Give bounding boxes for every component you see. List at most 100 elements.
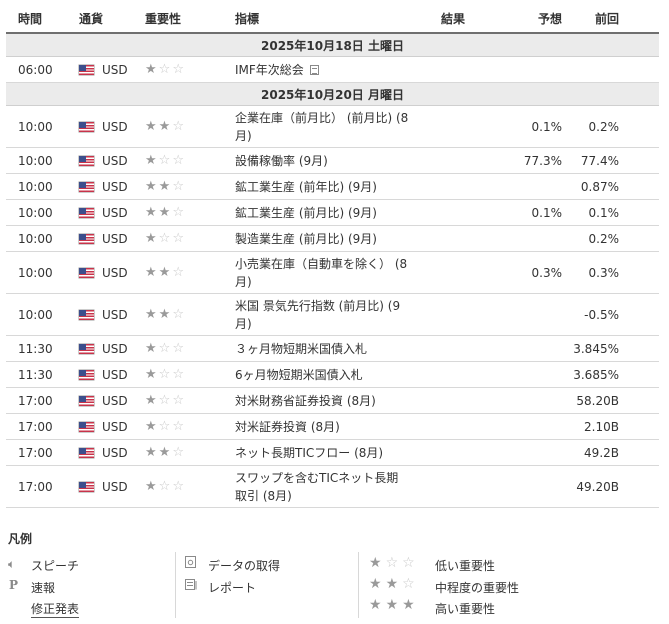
legend-high-stars: ★ ★ ★	[369, 597, 419, 613]
event-name-line: 小売業在庫（自動車を除く） (8	[235, 256, 408, 271]
event-time: 10:00	[6, 225, 79, 252]
currency-code: USD	[102, 341, 128, 356]
event-name[interactable]: 鉱工業生産 (前年比) (9月)	[235, 173, 441, 200]
us-flag-icon	[79, 309, 94, 320]
currency-code: USD	[102, 179, 128, 194]
event-name[interactable]: 6ヶ月物短期米国債入札	[235, 361, 441, 388]
event-row[interactable]: 10:00 USD ★ ☆ ☆ 製造業生産 (前月比) (9月) 0.2%	[6, 225, 659, 252]
event-name[interactable]: 設備稼働率 (9月)	[235, 147, 441, 174]
event-currency: USD	[79, 199, 145, 226]
us-flag-icon	[79, 343, 94, 354]
event-name-line: ネット長期TICフロー (8月)	[235, 446, 384, 460]
event-forecast	[504, 387, 568, 414]
header-importance[interactable]: 重要性	[145, 4, 235, 34]
event-name[interactable]: 企業在庫（前月比） (前月比) (8 月)	[235, 105, 441, 148]
star-icon: ★	[145, 479, 157, 494]
event-currency: USD	[79, 387, 145, 414]
event-currency: USD	[79, 439, 145, 466]
us-flag-icon	[79, 369, 94, 380]
event-row[interactable]: 10:00 USD ★ ☆ ☆ 設備稼働率 (9月) 77.3% 77.4%	[6, 147, 659, 174]
event-name[interactable]: 小売業在庫（自動車を除く） (8 月)	[235, 251, 441, 294]
event-name[interactable]: 対米財務省証券投資 (8月)	[235, 387, 441, 414]
importance-stars: ★ ☆ ☆	[145, 361, 235, 388]
legend-medium: 中程度の重要性	[435, 581, 520, 595]
event-previous: 49.2B	[568, 439, 659, 466]
event-name[interactable]: 製造業生産 (前月比) (9月)	[235, 225, 441, 252]
star-icon: ☆	[172, 62, 184, 77]
event-name-line: IMF年次総会	[235, 63, 304, 77]
event-previous: 0.2%	[568, 225, 659, 252]
legend-revised: 修正発表	[31, 602, 80, 618]
importance-stars: ★ ☆ ☆	[145, 225, 235, 252]
header-actual[interactable]: 結果	[441, 4, 504, 34]
report-icon[interactable]	[309, 65, 319, 75]
event-row[interactable]: 11:30 USD ★ ☆ ☆ 6ヶ月物短期米国債入札 3.685%	[6, 361, 659, 388]
star-icon: ★	[158, 205, 171, 220]
event-row[interactable]: 17:00 USD ★ ☆ ☆ 対米証券投資 (8月) 2.10B	[6, 413, 659, 440]
event-row[interactable]: 10:00 USD ★ ★ ☆ 企業在庫（前月比） (前月比) (8 月) 0.1% 0.2%	[6, 105, 659, 148]
event-name[interactable]: 対米証券投資 (8月)	[235, 413, 441, 440]
event-name-line: 設備稼働率 (9月)	[235, 154, 328, 168]
event-time: 17:00	[6, 413, 79, 440]
star-icon: ★	[158, 307, 171, 322]
event-actual	[441, 387, 504, 414]
star-icon: ☆	[172, 479, 184, 494]
event-row[interactable]: 10:00 USD ★ ★ ☆ 鉱工業生産 (前年比) (9月) 0.87%	[6, 173, 659, 200]
star-icon: ☆	[402, 576, 415, 592]
event-forecast	[504, 173, 568, 200]
event-name[interactable]: ３ヶ月物短期米国債入札	[235, 335, 441, 362]
event-currency: USD	[79, 147, 145, 174]
calendar-table: 時間 通貨 重要性 指標 結果 予想 前回 2025年10月18日 土曜日 06:…	[6, 4, 659, 508]
event-name-line: 対米財務省証券投資 (8月)	[235, 394, 376, 408]
star-icon: ★	[369, 576, 382, 592]
event-previous: 0.3%	[568, 251, 659, 294]
star-icon: ☆	[172, 265, 184, 280]
event-name-line: 取引 (8月)	[235, 488, 292, 503]
event-actual	[441, 293, 504, 336]
event-row[interactable]: 17:00 USD ★ ☆ ☆ 対米財務省証券投資 (8月) 58.20B	[6, 387, 659, 414]
star-icon: ☆	[172, 179, 184, 194]
legend-title: 凡例	[8, 532, 33, 546]
header-time[interactable]: 時間	[6, 4, 79, 34]
legend-speech: スピーチ	[31, 559, 80, 573]
event-name[interactable]: ネット長期TICフロー (8月)	[235, 439, 441, 466]
event-row[interactable]: 06:00 USD ★ ☆ ☆ IMF年次総会	[6, 56, 659, 83]
event-row[interactable]: 17:00 USD ★ ★ ☆ ネット長期TICフロー (8月) 49.2B	[6, 439, 659, 466]
star-icon: ☆	[172, 307, 184, 322]
event-forecast	[504, 56, 568, 83]
event-row[interactable]: 17:00 USD ★ ☆ ☆ スワップを含むTICネット長期 取引 (8月) 49.20B	[6, 465, 659, 508]
importance-stars: ★ ☆ ☆	[145, 413, 235, 440]
event-name[interactable]: IMF年次総会	[235, 56, 441, 83]
event-name[interactable]: 米国 景気先行指数 (前月比) (9 月)	[235, 293, 441, 336]
event-row[interactable]: 10:00 USD ★ ★ ☆ 米国 景気先行指数 (前月比) (9 月) -0.5%	[6, 293, 659, 336]
event-actual	[441, 173, 504, 200]
event-row[interactable]: 10:00 USD ★ ★ ☆ 鉱工業生産 (前月比) (9月) 0.1% 0.1%	[6, 199, 659, 226]
star-icon: ☆	[172, 153, 184, 168]
event-currency: USD	[79, 105, 145, 148]
star-icon: ★	[145, 419, 157, 434]
event-name-line: 製造業生産 (前月比) (9月)	[235, 232, 377, 246]
event-name[interactable]: スワップを含むTICネット長期 取引 (8月)	[235, 465, 441, 508]
event-previous: 2.10B	[568, 413, 659, 440]
event-name[interactable]: 鉱工業生産 (前月比) (9月)	[235, 199, 441, 226]
us-flag-icon	[79, 181, 94, 192]
event-previous: 58.20B	[568, 387, 659, 414]
event-previous: 0.1%	[568, 199, 659, 226]
star-icon: ☆	[402, 555, 415, 571]
header-indicator[interactable]: 指標	[235, 4, 441, 34]
event-actual	[441, 465, 504, 508]
event-row[interactable]: 11:30 USD ★ ☆ ☆ ３ヶ月物短期米国債入札 3.845%	[6, 335, 659, 362]
star-icon: ★	[145, 179, 157, 194]
header-currency[interactable]: 通貨	[79, 4, 145, 34]
event-forecast: 77.3%	[504, 147, 568, 174]
legend-low-stars: ★ ☆ ☆	[369, 555, 419, 571]
star-icon: ☆	[172, 119, 184, 134]
header-previous[interactable]: 前回	[568, 4, 659, 34]
star-icon: ☆	[158, 231, 171, 246]
header-forecast[interactable]: 予想	[504, 4, 568, 34]
currency-code: USD	[102, 265, 128, 280]
star-icon: ★	[158, 119, 171, 134]
importance-stars: ★ ☆ ☆	[145, 147, 235, 174]
event-row[interactable]: 10:00 USD ★ ★ ☆ 小売業在庫（自動車を除く） (8 月) 0.3% 0.3%	[6, 251, 659, 294]
event-forecast	[504, 293, 568, 336]
